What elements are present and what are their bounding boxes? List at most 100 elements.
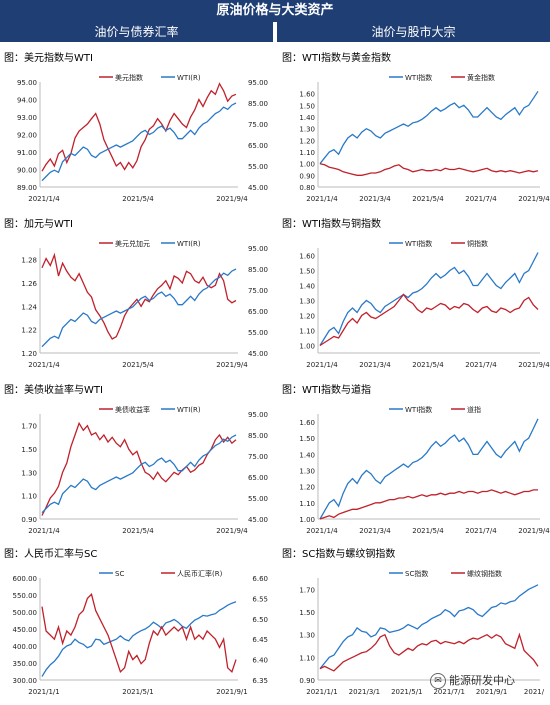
y-tick-label: 1.10 — [299, 654, 315, 662]
legend-label: SC指数 — [405, 569, 428, 578]
y-tick-label: 1.70 — [21, 423, 37, 431]
y2-tick-label: 55.00 — [248, 329, 268, 337]
x-tick-label: 2021/1/4 — [28, 361, 60, 369]
x-tick-label: 2021/5/4 — [122, 195, 154, 203]
x-tick-label: 2021/1/4 — [28, 527, 60, 535]
x-tick-label: 2021/5/1 — [122, 688, 153, 696]
series-line — [41, 252, 237, 340]
x-tick-label: 2021/3/1 — [349, 688, 380, 696]
chart-title: 图：人民币汇率与SC — [4, 549, 98, 560]
legend-label: WTI(R) — [177, 240, 201, 248]
y-tick-label: 300.00 — [13, 677, 38, 685]
x-tick-label: 2021/ — [524, 688, 545, 696]
y2-tick-label: 45.00 — [248, 184, 268, 192]
legend-label: 道指 — [467, 405, 481, 414]
x-tick-label: 2021/5/4 — [122, 361, 154, 369]
legend-label: 人民币汇率(R) — [177, 569, 223, 578]
y2-tick-label: 75.00 — [248, 121, 268, 129]
y-tick-label: 1.30 — [299, 126, 315, 134]
chart-title: 图：WTI指数与黄金指数 — [282, 53, 391, 64]
x-tick-label: 2021/9/1 — [476, 688, 507, 696]
y-tick-label: 1.30 — [299, 468, 315, 476]
x-tick-label: 2021/1/1 — [28, 688, 59, 696]
legend-label: WTI(R) — [177, 406, 201, 414]
x-tick-label: 2021/1/4 — [306, 361, 338, 369]
legend-label: 黄金指数 — [467, 73, 495, 82]
x-tick-label: 2021/9/4 — [216, 195, 248, 203]
y-tick-label: 1.60 — [299, 253, 315, 261]
series-line — [319, 252, 539, 346]
y-tick-label: 1.26 — [21, 280, 37, 288]
y-tick-label: 1.50 — [299, 268, 315, 276]
watermark: ✉ 能源研发中心 — [430, 672, 515, 689]
x-tick-label: 2021/3/4 — [359, 195, 391, 203]
legend-label: SC — [115, 570, 124, 578]
y-tick-label: 500.00 — [13, 609, 38, 617]
y-tick-label: 1.40 — [299, 283, 315, 291]
y2-tick-label: 6.35 — [252, 677, 268, 685]
y-tick-label: 1.30 — [21, 469, 37, 477]
y2-tick-label: 6.40 — [252, 657, 268, 665]
x-tick-label: 2021/1/4 — [306, 195, 338, 203]
y-tick-label: 1.50 — [299, 435, 315, 443]
x-tick-label: 2021/9/4 — [518, 361, 550, 369]
chart-svg-4: 1.60 1.50 1.40 1.30 1.20 1.10 1.00 0.90 0.80 2021… — [299, 73, 550, 203]
watermark-text: 能源研发中心 — [449, 674, 515, 687]
wechat-icon: ✉ — [430, 673, 446, 689]
chart-svg-5: 1.60 1.50 1.40 1.30 1.20 1.10 1.00 2021/1/4 2021… — [299, 239, 550, 369]
chart-panel-wti-dow: 1.60 1.50 1.40 1.30 1.20 1.10 1.00 2021/1/4 2021… — [278, 376, 550, 541]
legend-label: 铜指数 — [467, 239, 488, 248]
x-tick-label: 2021/9/4 — [518, 195, 550, 203]
x-tick-label: 2021/5/4 — [122, 527, 154, 535]
y-tick-label: 1.20 — [21, 350, 37, 358]
y-tick-label: 1.00 — [299, 161, 315, 169]
chart-svg-2: 1.70 1.50 1.30 1.10 0.90 95.00 85.00 75.00 65.00… — [21, 405, 268, 535]
left-column-header: 油价与债券汇率 — [0, 22, 273, 42]
column-divider — [274, 22, 276, 702]
series-line — [41, 601, 237, 677]
y-tick-label: 350.00 — [13, 660, 38, 668]
legend-label: WTI指数 — [405, 405, 432, 414]
x-tick-label: 2021/9/4 — [216, 527, 248, 535]
y-tick-label: 1.60 — [299, 419, 315, 427]
x-tick-label: 2021/9/1 — [216, 688, 247, 696]
y-tick-label: 600.00 — [13, 575, 38, 583]
y2-tick-label: 6.45 — [252, 636, 268, 644]
y2-tick-label: 95.00 — [248, 79, 268, 87]
x-tick-label: 2021/7/1 — [433, 688, 464, 696]
y2-tick-label: 6.50 — [252, 616, 268, 624]
series-line — [319, 163, 539, 176]
chart-svg-3: 600.00 550.00 500.00 450.00 400.00 350.00 300.… — [13, 569, 269, 696]
chart-panel-rmb-sc: 600.00 550.00 500.00 450.00 400.00 350.00 300.… — [0, 540, 272, 705]
y-tick-label: 91.00 — [17, 149, 37, 157]
series-line — [41, 434, 237, 514]
y-tick-label: 1.50 — [21, 446, 37, 454]
y2-tick-label: 45.00 — [248, 350, 268, 358]
x-tick-label: 2021/1/4 — [306, 527, 338, 535]
y-tick-label: 1.10 — [299, 500, 315, 508]
y2-tick-label: 6.55 — [252, 595, 268, 603]
y-tick-label: 1.30 — [299, 632, 315, 640]
y-tick-label: 1.20 — [299, 484, 315, 492]
chart-title: 图：美元指数与WTI — [4, 53, 93, 64]
y2-tick-label: 95.00 — [248, 411, 268, 419]
x-tick-label: 2021/7/4 — [465, 527, 497, 535]
chart-panel-cad-wti: 1.28 1.26 1.24 1.22 1.20 95.00 85.00 75.00 65.00… — [0, 210, 272, 375]
y-tick-label: 1.60 — [299, 91, 315, 99]
y2-tick-label: 55.00 — [248, 163, 268, 171]
y-tick-label: 94.00 — [17, 97, 37, 105]
y2-tick-label: 85.00 — [248, 100, 268, 108]
y2-tick-label: 85.00 — [248, 432, 268, 440]
x-tick-label: 2021/3/4 — [359, 361, 391, 369]
chart-title: 图：SC指数与螺纹钢指数 — [282, 549, 396, 560]
chart-svg-7: 1.70 1.50 1.30 1.10 0.90 2021/1/1 2021/3/1 2021… — [299, 569, 545, 696]
y-tick-label: 1.00 — [299, 343, 315, 351]
x-tick-label: 2021/1/4 — [28, 195, 60, 203]
y-tick-label: 1.20 — [299, 137, 315, 145]
legend-label: 美债收益率 — [115, 405, 150, 414]
series-line — [41, 268, 237, 348]
series-line — [41, 102, 237, 182]
y-tick-label: 90.00 — [17, 167, 37, 175]
legend-label: 美元指数 — [115, 73, 143, 82]
legend-label: WTI指数 — [405, 73, 432, 82]
